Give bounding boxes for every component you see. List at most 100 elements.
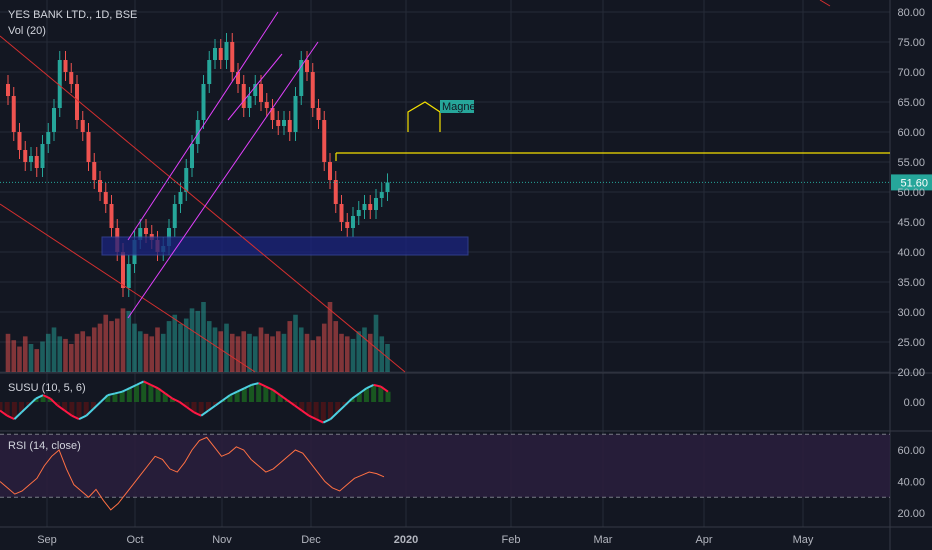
chart-title: YES BANK LTD., 1D, BSE — [8, 9, 138, 21]
susu-line — [251, 382, 259, 386]
susu-histogram-bar — [62, 402, 68, 411]
susu-line — [49, 397, 59, 407]
susu-histogram-bar — [342, 402, 348, 406]
candle — [23, 150, 28, 162]
susu-histogram-bar — [198, 402, 204, 416]
susu-histogram-bar — [33, 398, 39, 402]
susu-line — [143, 380, 152, 386]
volume-bar — [22, 336, 28, 372]
volume-bar — [126, 310, 132, 372]
y-tick-label: 30.00 — [897, 307, 925, 319]
susu-line — [229, 390, 238, 397]
volume-bar — [68, 344, 74, 372]
candle — [121, 252, 125, 288]
susu-line — [71, 414, 80, 421]
volume-bar — [258, 327, 264, 372]
candle — [339, 204, 344, 222]
volume-bar — [17, 346, 22, 372]
y-tick-label: 70.00 — [897, 67, 925, 79]
susu-histogram-bar — [356, 393, 362, 402]
volume-bar — [310, 340, 316, 372]
susu-histogram-bar — [320, 402, 326, 423]
candle — [92, 162, 97, 180]
susu-histogram-bar — [191, 402, 197, 413]
channel-line — [127, 41, 319, 319]
susu-line — [351, 392, 360, 400]
volume-bar — [74, 333, 80, 372]
susu-y-tick: 0.00 — [904, 397, 925, 409]
volume-bar — [91, 327, 97, 372]
susu-histogram-bar — [155, 388, 161, 402]
candle — [52, 108, 56, 132]
volume-bar — [51, 327, 57, 372]
susu-line — [128, 383, 137, 390]
susu-histogram-bar — [385, 391, 391, 402]
y-tick-label: 40.00 — [897, 247, 925, 259]
candle — [236, 72, 240, 84]
susu-histogram-bar — [371, 384, 377, 402]
susu-histogram-bar — [313, 402, 319, 420]
susu-line — [315, 418, 324, 424]
candle — [34, 156, 39, 168]
volume-bar — [252, 336, 258, 372]
volume-bar — [155, 327, 160, 372]
susu-histogram-bar — [141, 381, 147, 402]
candle — [6, 84, 10, 96]
volume-bar — [45, 333, 51, 372]
candle — [351, 216, 355, 228]
volume-bar — [206, 321, 212, 372]
candle — [213, 48, 217, 60]
volume-bar — [327, 302, 333, 372]
susu-histogram-bar — [256, 383, 262, 402]
candle — [195, 120, 200, 144]
support-zone — [101, 236, 469, 256]
susu-line — [301, 409, 310, 417]
volume-bar — [109, 321, 114, 372]
rsi-y-tick: 40.00 — [897, 477, 925, 489]
volume-bar — [362, 327, 367, 372]
y-tick-label: 20.00 — [897, 367, 925, 379]
susu-histogram-bar — [83, 402, 89, 416]
susu-line — [121, 387, 130, 393]
volume-bar — [373, 314, 379, 372]
susu-line — [186, 406, 195, 414]
susu-line — [279, 394, 288, 402]
volume-bar — [275, 331, 281, 372]
candle — [46, 132, 51, 144]
x-tick-label: Mar — [594, 534, 613, 546]
trendline — [0, 203, 256, 373]
susu-label: SUSU (10, 5, 6) — [8, 382, 86, 394]
y-tick-label: 55.00 — [897, 157, 925, 169]
susu-histogram-bar — [241, 388, 247, 402]
susu-histogram-bar — [69, 402, 75, 416]
candle — [276, 120, 281, 126]
volume-bar — [166, 321, 172, 372]
volume-bar — [195, 310, 201, 372]
volume-label: Vol (20) — [8, 25, 46, 37]
candle — [374, 198, 378, 210]
volume-bar — [160, 333, 166, 372]
candle — [345, 222, 350, 228]
candle — [190, 144, 194, 168]
y-tick-label: 50.00 — [897, 187, 925, 199]
y-tick-label: 65.00 — [897, 97, 925, 109]
candle — [241, 84, 246, 108]
candle — [230, 42, 235, 72]
volume-bar — [321, 323, 327, 372]
x-tick-label: Feb — [502, 534, 521, 546]
susu-line — [6, 414, 15, 421]
susu-line — [344, 397, 353, 407]
susu-histogram-bar — [378, 386, 384, 402]
candle — [259, 84, 263, 102]
susu-histogram-bar — [299, 402, 305, 411]
susu-line — [358, 387, 368, 395]
volume-bar — [103, 314, 109, 372]
volume-bar — [28, 344, 34, 372]
last-price-box — [891, 174, 932, 191]
susu-line — [308, 414, 317, 421]
y-tick-label: 80.00 — [897, 7, 925, 19]
candle — [310, 72, 315, 108]
candle — [80, 120, 85, 132]
volume-bar — [97, 323, 103, 372]
